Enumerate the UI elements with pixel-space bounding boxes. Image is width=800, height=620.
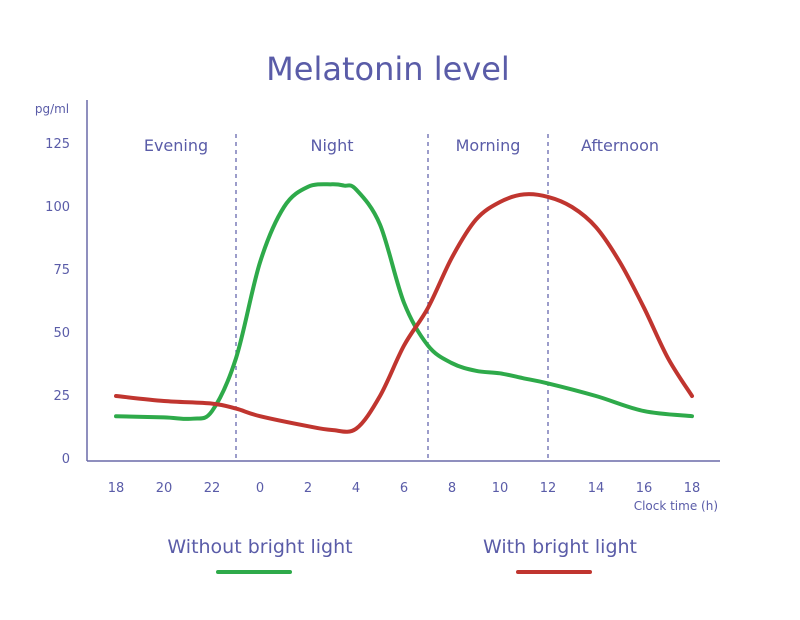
series-line-with-bright-light [114,192,694,434]
x-tick-label: 18 [108,481,125,496]
x-tick-label: 0 [256,481,264,496]
y-tick-label: 75 [53,263,70,278]
series-line-without-bright-light [114,182,694,421]
chart-title: Melatonin level [266,50,510,88]
legend-label-without-bright-light: Without bright light [167,536,352,558]
x-tick-labels: 18 20 22 0 2 4 6 8 10 12 14 16 18 [108,481,701,496]
y-tick-label: 100 [45,200,70,215]
x-tick-label: 16 [636,481,653,496]
series-lines [114,182,694,434]
period-label: Night [311,136,354,155]
x-tick-label: 18 [684,481,701,496]
legend: Without bright light With bright light [167,536,637,574]
y-tick-label: 25 [53,389,70,404]
x-axis-label: Clock time (h) [634,499,718,513]
x-tick-label: 2 [304,481,312,496]
y-tick-label: 125 [45,137,70,152]
x-tick-label: 6 [400,481,408,496]
x-tick-label: 12 [540,481,557,496]
period-label: Evening [144,136,208,155]
period-labels: Evening Night Morning Afternoon [144,136,659,155]
x-tick-label: 8 [448,481,456,496]
legend-label-with-bright-light: With bright light [483,536,637,558]
x-tick-label: 4 [352,481,360,496]
period-label: Afternoon [581,136,659,155]
y-tick-label: 50 [53,326,70,341]
period-dividers [235,134,549,461]
x-tick-label: 22 [204,481,221,496]
x-tick-label: 20 [156,481,173,496]
y-tick-labels: 0 25 50 75 100 125 [45,137,70,467]
x-tick-label: 10 [492,481,509,496]
y-axis-label: pg/ml [35,102,69,116]
x-tick-label: 14 [588,481,605,496]
period-label: Morning [456,136,521,155]
y-tick-label: 0 [62,452,70,467]
